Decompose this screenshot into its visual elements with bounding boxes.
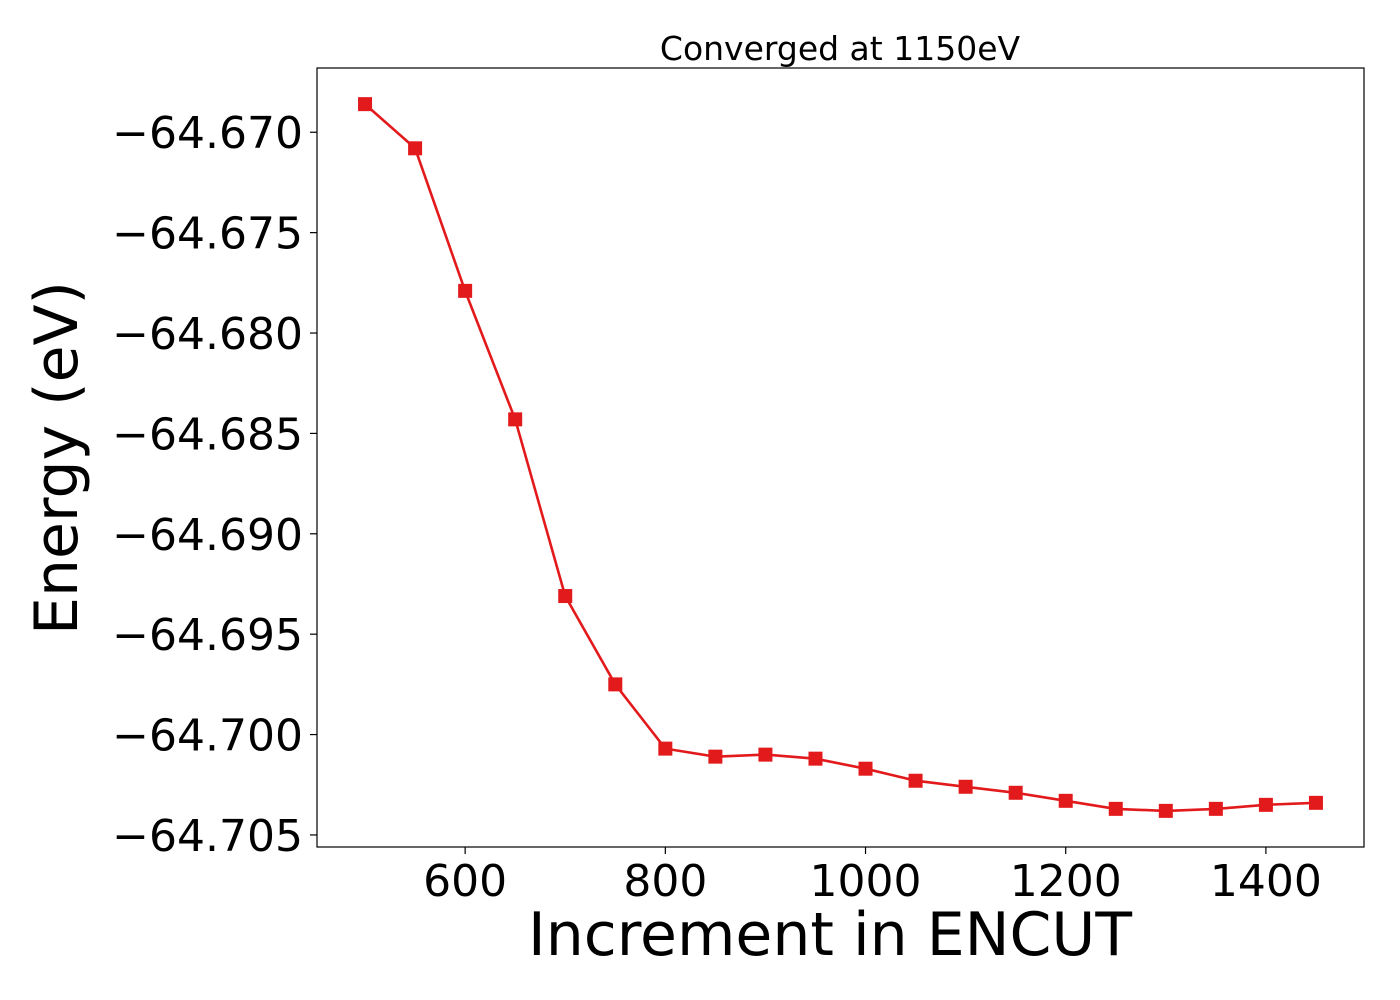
plot-frame xyxy=(316,67,1365,848)
y-tick-label: −64.675 xyxy=(112,209,303,260)
data-point-marker xyxy=(708,749,723,764)
data-point-marker xyxy=(558,589,573,604)
x-tick-label: 1400 xyxy=(1210,856,1322,907)
data-point-marker xyxy=(458,283,473,298)
y-tick-label: −64.695 xyxy=(112,610,303,661)
y-tick-label: −64.705 xyxy=(112,811,303,862)
x-tick-label: 600 xyxy=(423,856,507,907)
x-tick-label: 1000 xyxy=(810,856,922,907)
y-tick-label: −64.685 xyxy=(112,409,303,460)
data-point-marker xyxy=(1108,801,1123,816)
data-point-marker xyxy=(808,751,823,766)
y-tick-label: −64.680 xyxy=(112,309,303,360)
y-axis-title: Energy (eV) xyxy=(22,281,92,635)
data-point-marker xyxy=(758,747,773,762)
x-axis-ticks: 600 800 1000 1200 1400 xyxy=(423,847,1322,907)
data-point-marker xyxy=(1258,797,1273,812)
data-point-marker xyxy=(1208,801,1223,816)
chart-title: Converged at 1150eV xyxy=(660,29,1021,68)
series-line xyxy=(364,103,1317,813)
data-point-marker xyxy=(858,761,873,776)
data-point-marker xyxy=(1308,795,1323,810)
y-tick-label: −64.670 xyxy=(112,108,303,159)
data-point-marker xyxy=(908,773,923,788)
y-tick-label: −64.690 xyxy=(112,510,303,561)
data-point-marker xyxy=(958,779,973,794)
data-point-marker xyxy=(508,412,523,427)
y-tick-label: −64.700 xyxy=(112,711,303,762)
data-point-marker xyxy=(1058,793,1073,808)
data-point-marker xyxy=(408,141,423,156)
data-point-marker xyxy=(358,97,373,112)
x-axis-title: Increment in ENCUT xyxy=(528,900,1132,970)
x-tick-label: 1200 xyxy=(1010,856,1122,907)
series-layer xyxy=(358,97,1323,818)
data-point-marker xyxy=(1008,785,1023,800)
data-point-marker xyxy=(608,677,623,692)
y-axis-ticks: −64.670 −64.675 −64.680 −64.685 −64.690 −64.6… xyxy=(112,108,317,862)
x-tick-label: 800 xyxy=(623,856,707,907)
data-point-marker xyxy=(1158,803,1173,818)
data-point-marker xyxy=(658,741,673,756)
